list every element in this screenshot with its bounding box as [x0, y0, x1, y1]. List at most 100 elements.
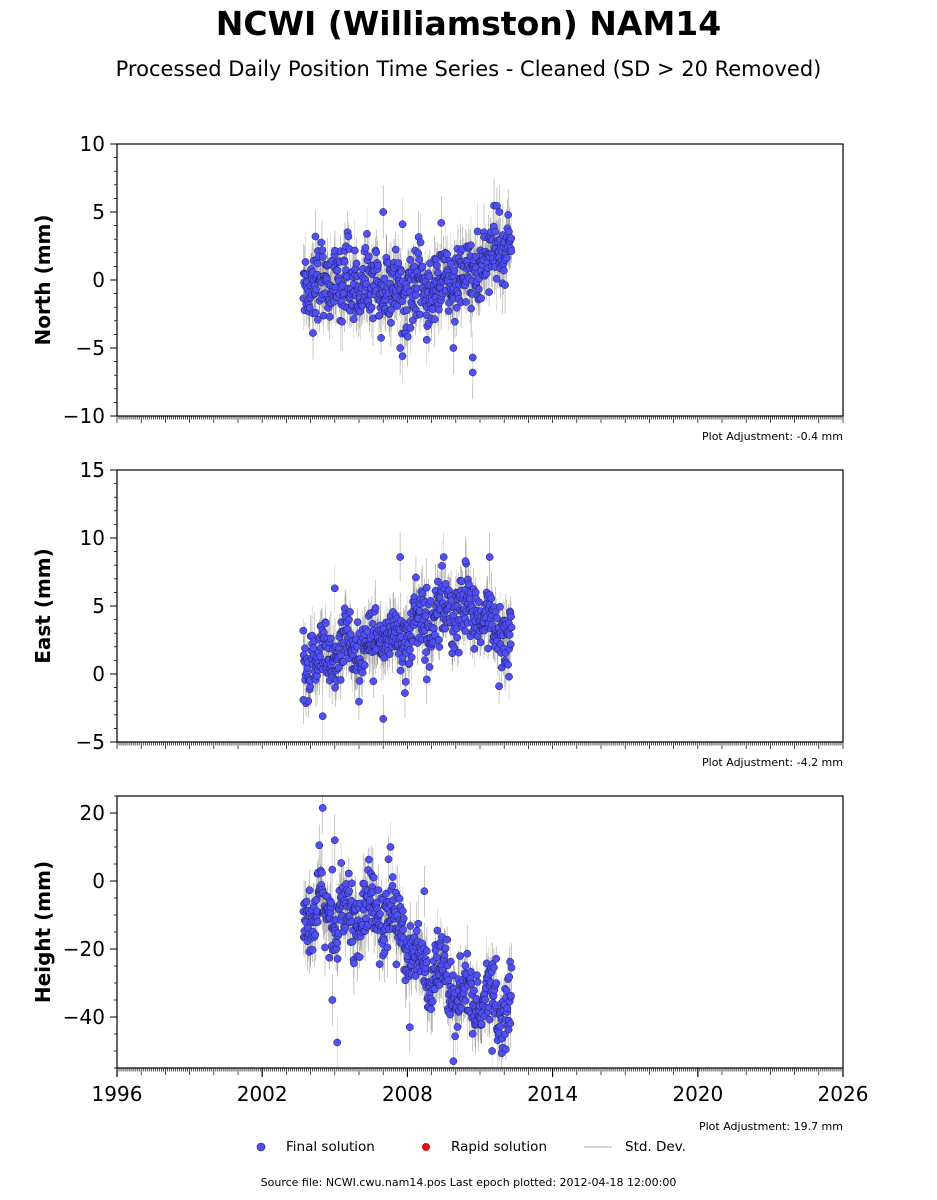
- final-solution-point: [365, 855, 373, 864]
- final-solution-point: [352, 259, 361, 268]
- final-solution-point: [495, 208, 504, 216]
- final-solution-point: [507, 991, 515, 1000]
- final-solution-point: [468, 353, 477, 362]
- final-solution-point: [415, 255, 424, 264]
- final-solution-point: [365, 252, 373, 261]
- final-solution-point: [406, 645, 414, 654]
- final-solution-point: [325, 953, 334, 962]
- source-footer: Source file: NCWI.cwu.nam14.pos Last epo…: [260, 1176, 677, 1189]
- y-tick-label: 0: [92, 662, 105, 686]
- final-solution-point: [451, 1032, 459, 1041]
- final-solution-point: [398, 297, 407, 306]
- final-solution-point: [299, 626, 308, 635]
- final-solution-point: [391, 245, 400, 254]
- final-solution-point: [504, 211, 513, 219]
- final-solution-point: [384, 855, 393, 864]
- final-solution-point: [433, 926, 442, 935]
- final-solution-point: [481, 995, 489, 1004]
- final-solution-point: [422, 583, 431, 592]
- final-solution-point: [369, 873, 378, 882]
- plot-north: −10 −5 0 5 10 North (mm) Plot Adjustment: -0.4…: [31, 132, 844, 443]
- final-solution-point: [451, 317, 459, 326]
- final-solution-point: [470, 645, 479, 653]
- final-solution-point: [339, 657, 348, 666]
- final-solution-point: [375, 311, 384, 320]
- final-solution-point: [392, 960, 401, 969]
- final-solution-point: [507, 963, 516, 972]
- final-solution-point: [372, 248, 381, 257]
- final-solution-point: [406, 255, 415, 264]
- final-solution-point: [375, 960, 384, 968]
- final-solution-point: [367, 303, 376, 312]
- final-solution-point: [396, 553, 404, 561]
- final-solution-point: [437, 219, 446, 227]
- final-solution-point: [333, 266, 342, 275]
- final-solution-point: [399, 925, 408, 934]
- final-solution-point: [358, 668, 367, 677]
- final-solution-point: [398, 352, 407, 361]
- final-solution-point: [443, 250, 451, 258]
- final-solution-point: [388, 873, 397, 881]
- final-solution-point: [430, 315, 439, 324]
- final-solution-point: [379, 715, 388, 723]
- final-solution-point: [433, 261, 441, 270]
- final-solution-point: [506, 640, 515, 649]
- final-solution-point: [318, 868, 326, 877]
- final-solution-point: [473, 978, 482, 986]
- final-solution-point: [361, 244, 370, 252]
- final-solution-point: [485, 1015, 494, 1024]
- final-solution-point: [461, 961, 470, 970]
- x-tick-label: 2008: [382, 1082, 433, 1106]
- final-solution-point: [492, 954, 501, 963]
- final-solution-point: [344, 232, 353, 241]
- final-solution-point: [321, 943, 329, 952]
- final-solution-point: [441, 580, 450, 588]
- final-solution-point: [461, 557, 470, 565]
- final-solution-point: [496, 603, 504, 611]
- legend-final-label: Final solution: [286, 1139, 375, 1155]
- final-solution-point: [327, 898, 336, 907]
- final-solution-point: [330, 836, 339, 845]
- chart-subtitle: Processed Daily Position Time Series - C…: [115, 57, 822, 81]
- final-solution-point: [308, 946, 317, 954]
- final-solution-point: [416, 238, 425, 247]
- x-tick-label: 2020: [672, 1082, 723, 1106]
- final-solution-point: [449, 344, 458, 352]
- final-solution-point: [435, 981, 444, 989]
- final-solution-point: [377, 334, 385, 342]
- final-solution-point: [396, 666, 405, 675]
- final-solution-point: [420, 887, 429, 896]
- final-solution-point: [425, 272, 434, 281]
- final-solution-point: [399, 907, 407, 915]
- final-solution-point: [405, 1023, 414, 1032]
- final-solution-point: [363, 230, 371, 238]
- final-solution-point: [504, 660, 512, 669]
- final-solution-point: [485, 553, 494, 561]
- x-tick-label: 2026: [818, 1082, 869, 1106]
- final-solution-point: [461, 627, 470, 635]
- rapid-solution-marker: [422, 1143, 430, 1151]
- final-solution-point: [488, 1047, 496, 1055]
- final-solution-point: [382, 889, 390, 898]
- final-solution-point: [430, 624, 438, 633]
- final-solution-point: [502, 254, 511, 262]
- final-solution-marker: [256, 1142, 266, 1152]
- final-solution-point: [414, 919, 423, 928]
- final-solution-point: [394, 259, 403, 267]
- final-solution-point: [456, 952, 464, 960]
- final-solution-point: [353, 618, 362, 626]
- final-solution-point: [425, 663, 434, 671]
- y-tick-label: 5: [92, 594, 105, 618]
- final-solution-point: [471, 588, 480, 597]
- final-solution-point: [505, 631, 514, 639]
- final-solution-point: [438, 562, 446, 570]
- y-tick-label: 20: [80, 801, 105, 825]
- final-solution-point: [401, 677, 410, 686]
- final-solution-point: [505, 227, 513, 236]
- final-solution-point: [449, 971, 457, 980]
- final-solution-point: [421, 656, 429, 664]
- final-solution-point: [468, 368, 477, 377]
- final-solution-point: [492, 979, 501, 988]
- final-solution-point: [406, 922, 415, 930]
- final-solution-point: [403, 306, 411, 315]
